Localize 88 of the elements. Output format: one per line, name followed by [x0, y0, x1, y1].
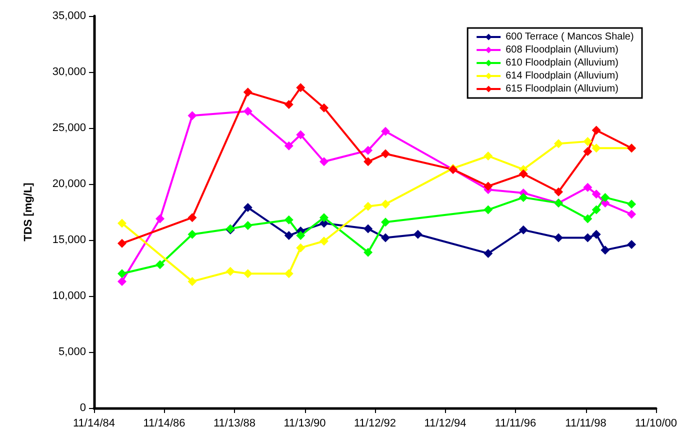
point	[118, 269, 127, 278]
y-tick-label: 20,000	[52, 178, 86, 190]
point	[554, 187, 564, 196]
point	[380, 149, 390, 158]
legend-label: 610 Floodplain (Alluvium)	[506, 58, 618, 68]
point	[284, 141, 294, 150]
point	[188, 230, 197, 239]
point	[380, 126, 390, 136]
point	[592, 126, 601, 135]
point	[583, 233, 592, 242]
y-tick-label: 15,000	[52, 234, 86, 246]
point	[118, 218, 127, 228]
point	[364, 224, 373, 234]
y-tick-label: 5,000	[58, 346, 86, 358]
point	[583, 147, 592, 156]
y-tick-label: 0	[80, 402, 86, 414]
point	[188, 111, 197, 120]
point	[518, 225, 528, 234]
point	[319, 103, 328, 112]
point	[592, 190, 601, 199]
point	[243, 203, 252, 212]
point	[554, 139, 564, 148]
y-axis-title: TDS [mg/L]	[22, 182, 34, 242]
x-tick-label: 11/12/92	[354, 418, 396, 430]
y-tick-label: 30,000	[52, 66, 86, 78]
point	[243, 106, 252, 116]
point	[484, 182, 493, 191]
x-tick-label: 11/14/84	[72, 418, 116, 430]
legend-label: 608 Floodplain (Alluvium)	[506, 44, 618, 56]
point	[554, 233, 564, 242]
point	[583, 182, 592, 192]
y-tick-label: 25,000	[52, 122, 86, 134]
point	[380, 200, 390, 209]
x-tick-label: 11/13/88	[213, 418, 256, 430]
point	[484, 152, 493, 160]
point	[583, 136, 592, 146]
legend-label: 615 Floodplain (Alluvium)	[506, 84, 618, 94]
point	[118, 276, 127, 286]
x-tick-label: 11/14/86	[143, 418, 186, 430]
point	[364, 202, 373, 211]
point	[243, 269, 252, 278]
point	[627, 210, 636, 219]
point	[484, 205, 493, 214]
point	[592, 230, 601, 239]
point	[243, 88, 252, 97]
point	[518, 192, 528, 202]
point	[226, 266, 235, 276]
y-tick-label: 35,000	[52, 10, 86, 22]
point	[319, 236, 328, 246]
point	[600, 246, 610, 255]
point	[296, 130, 306, 140]
legend-label: 614 Floodplain (Alluvium)	[506, 70, 618, 82]
x-tick-label: 11/12/94	[424, 418, 466, 430]
x-tick-label: 11/11/98	[565, 418, 606, 430]
point	[380, 233, 390, 242]
point	[627, 240, 636, 249]
point	[243, 220, 252, 230]
point	[188, 276, 197, 286]
point	[364, 157, 373, 166]
point	[319, 157, 328, 166]
point	[600, 192, 610, 202]
x-tick-label: 11/10/00	[634, 418, 678, 430]
x-tick-label: 11/11/96	[494, 418, 536, 430]
point	[319, 213, 328, 222]
legend-label: 600 Terrace ( Mancos Shale)	[506, 32, 634, 42]
point	[380, 218, 390, 227]
point	[296, 231, 306, 240]
point	[364, 248, 373, 257]
point	[518, 169, 528, 178]
point	[592, 144, 601, 153]
point	[296, 83, 306, 92]
point	[364, 146, 373, 155]
x-tick-label: 11/13/90	[284, 418, 326, 430]
point	[627, 200, 636, 209]
point	[484, 248, 493, 258]
point	[118, 238, 127, 248]
point	[284, 215, 294, 224]
point	[592, 205, 601, 214]
point	[284, 269, 294, 278]
point	[156, 214, 165, 224]
point	[413, 230, 422, 239]
point	[296, 243, 306, 252]
point	[284, 100, 294, 109]
point	[156, 260, 165, 270]
y-tick-label: 10,000	[52, 290, 86, 302]
point	[284, 231, 294, 240]
point	[583, 214, 592, 224]
point	[188, 213, 197, 222]
